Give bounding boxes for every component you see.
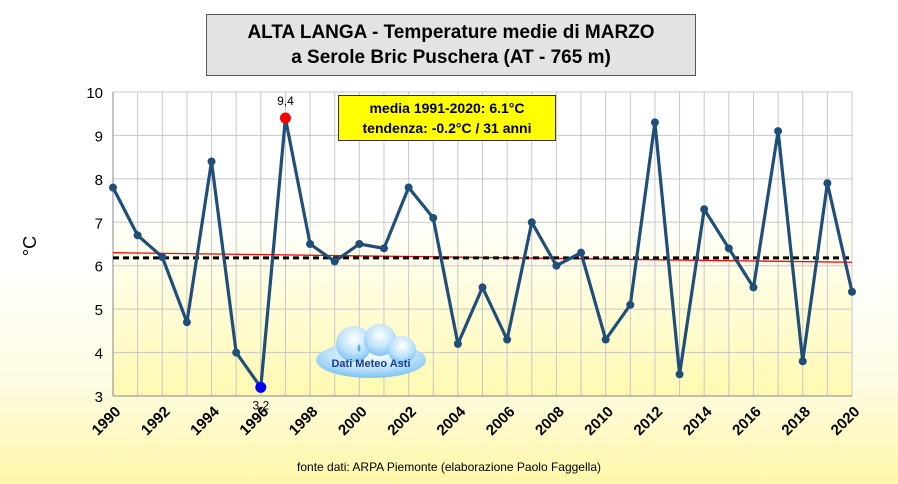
- data-point-2008: [552, 261, 561, 270]
- data-point-2019: [823, 179, 832, 188]
- max-point-label: 9,4: [277, 94, 294, 108]
- x-tick-label: 2004: [434, 403, 470, 439]
- data-point-2014: [700, 205, 709, 214]
- series-temperature: [109, 112, 856, 393]
- axes: [112, 92, 852, 397]
- x-tick-label: 2020: [828, 403, 864, 439]
- data-point-2002: [404, 183, 413, 192]
- data-point-1991: [133, 231, 142, 240]
- data-point-1992: [158, 253, 167, 262]
- stats-mean: media 1991-2020: 6.1°C: [369, 100, 525, 116]
- data-point-2010: [601, 335, 610, 344]
- data-point-1994: [207, 157, 216, 166]
- data-point-2000: [355, 240, 364, 248]
- cloud-logo-icon: [316, 324, 426, 378]
- data-point-1993: [182, 318, 191, 327]
- x-tick-label: 1994: [187, 403, 223, 439]
- data-point-2005: [478, 283, 487, 292]
- data-point-2020: [848, 287, 856, 296]
- data-point-1999: [330, 257, 339, 266]
- source-note: fonte dati: ARPA Piemonte (elaborazione …: [297, 460, 601, 474]
- data-point-1998: [306, 240, 315, 248]
- x-tick-label: 2002: [384, 403, 420, 439]
- data-point-2018: [798, 357, 807, 366]
- data-point-2013: [675, 370, 684, 379]
- y-tick-label: 3: [95, 389, 103, 406]
- data-point-2006: [503, 335, 512, 344]
- x-tick-label: 2006: [483, 403, 519, 439]
- stats-box: media 1991-2020: 6.1°C tendenza: -0.2°C …: [338, 95, 556, 141]
- y-tick-label: 10: [86, 85, 103, 102]
- data-point-2004: [453, 339, 462, 348]
- x-tick-label: 2008: [532, 403, 568, 439]
- data-point-1995: [232, 348, 241, 357]
- chart-title: ALTA LANGA - Temperature medie di MARZO …: [206, 14, 696, 76]
- y-tick-label: 8: [95, 172, 103, 189]
- y-tick-label: 7: [95, 215, 103, 232]
- data-point-1990: [109, 183, 117, 192]
- x-tick-label: 2018: [778, 403, 814, 439]
- data-point-2003: [429, 213, 438, 222]
- x-tick-label: 2010: [581, 403, 617, 439]
- x-tick-label: 1998: [286, 403, 322, 439]
- y-tick-label: 9: [95, 128, 103, 145]
- data-point-2009: [577, 248, 586, 257]
- y-axis-label: °C: [20, 236, 40, 256]
- x-tick-label: 2016: [729, 403, 765, 439]
- data-point-1997: [279, 112, 291, 124]
- data-point-2017: [774, 127, 783, 136]
- stats-trend: tendenza: -0.2°C / 31 anni: [362, 120, 532, 136]
- data-point-2016: [749, 283, 758, 292]
- data-point-1996: [255, 381, 267, 393]
- min-point-label: 3,2: [252, 398, 269, 412]
- logo-text: Dati Meteo Asti: [331, 358, 411, 370]
- chart-title-line2: a Serole Bric Puschera (AT - 765 m): [291, 47, 611, 68]
- data-point-2001: [379, 244, 388, 253]
- x-tick-label: 2000: [335, 403, 371, 439]
- y-tick-label: 5: [95, 302, 103, 319]
- data-point-2007: [527, 218, 536, 227]
- data-point-2012: [650, 118, 659, 127]
- x-tick-label: 2012: [631, 403, 667, 439]
- reference-lines: [112, 252, 853, 263]
- dati-meteo-asti-logo: Dati Meteo Asti: [314, 322, 428, 380]
- y-tick-label: 4: [95, 346, 103, 363]
- y-tick-label: 6: [95, 259, 103, 276]
- x-tick-label: 1992: [138, 403, 174, 439]
- chart-title-line1: ALTA LANGA - Temperature medie di MARZO: [247, 22, 655, 43]
- trend-line: [112, 252, 853, 263]
- x-tick-label: 1990: [89, 403, 125, 439]
- data-point-2011: [626, 300, 635, 309]
- x-tick-label: 2014: [680, 403, 716, 439]
- data-point-2015: [724, 244, 733, 253]
